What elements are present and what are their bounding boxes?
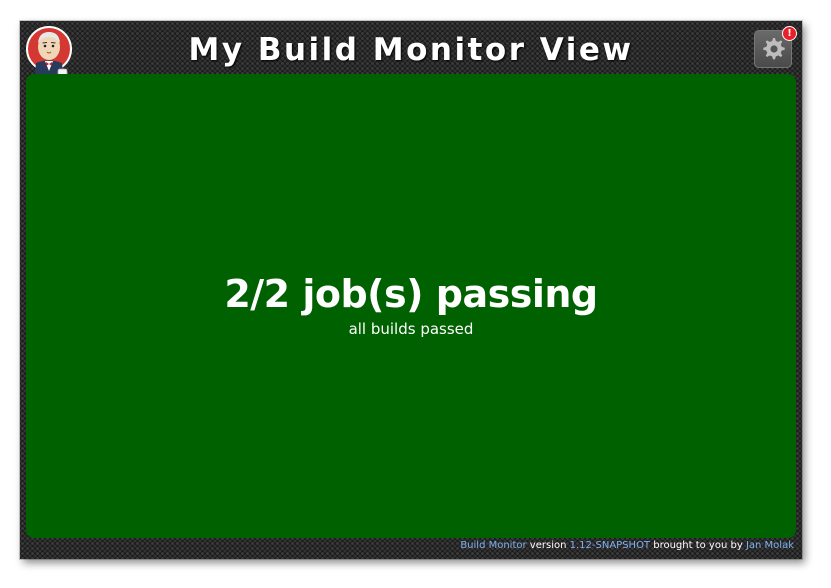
jobs-passing-count: 2/2 job(s) passing [224,272,598,316]
builds-status-text: all builds passed [348,320,474,338]
version-link[interactable]: 1.12-SNAPSHOT [569,540,651,551]
notification-badge[interactable]: ! [782,26,797,41]
version-label: version [529,540,567,551]
build-monitor-link[interactable]: Build Monitor [460,540,527,551]
brought-by-text: brought to you by [653,540,743,551]
footer: Build Monitor version 1.12-SNAPSHOT brou… [460,540,794,551]
author-link[interactable]: Jan Molak [745,540,794,551]
page-title: My Build Monitor View [188,32,634,68]
build-status-panel: 2/2 job(s) passing all builds passed [26,74,796,538]
gear-icon [763,38,785,60]
header: My Build Monitor View ! [20,21,802,83]
build-summary: 2/2 job(s) passing all builds passed [26,271,796,339]
build-monitor-window: My Build Monitor View ! 2/2 job(s) passi… [20,21,802,559]
